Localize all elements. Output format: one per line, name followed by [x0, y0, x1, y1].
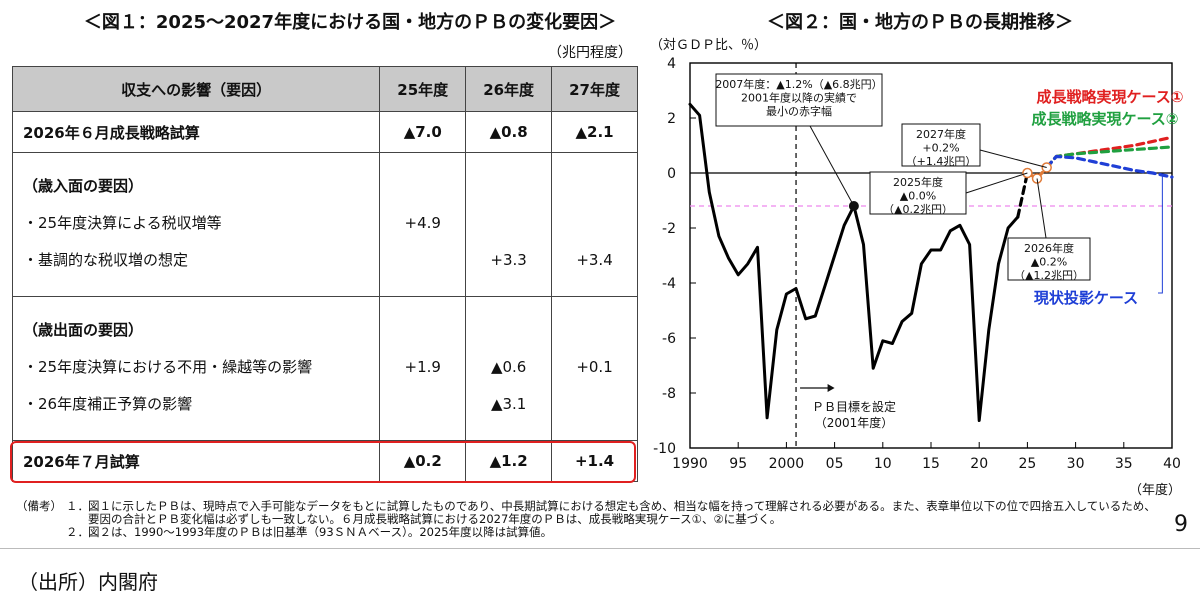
annotation-leader [809, 125, 855, 207]
annotation-text: （2001年度） [815, 415, 894, 430]
annotation-text: （▲0.2兆円） [883, 203, 953, 216]
cell-fy26: ▲0.8 [465, 111, 553, 153]
notes-tag: （備考） [16, 499, 62, 513]
cell-fy25: +4.9 [404, 213, 441, 232]
page-number: 9 [1174, 512, 1188, 537]
table-row-revenue-factors: （歳入面の要因） ・25年度決算による税収増等 ・基調的な税収増の想定 +4.9… [11, 152, 638, 297]
y-tick-label: -6 [662, 331, 676, 347]
y-tick-label: -10 [653, 441, 676, 457]
note-item: ２． 図２は、1990～1993年度のＰＢは旧基準（93ＳＮＡベース）。2025… [16, 526, 1166, 539]
cell-fy25: +1.9 [404, 357, 441, 376]
cell-fy27 [553, 385, 636, 422]
x-tick-label: 20 [970, 456, 988, 472]
figure1-title: ＜図１：2025～2027年度における国・地方のＰＢの変化要因＞ [83, 12, 617, 33]
figure2-title: ＜図２：国・地方のＰＢの長期推移＞ [767, 12, 1073, 33]
cell-fy26: ▲3.1 [490, 394, 527, 413]
annotation-text: 2026年度 [1024, 241, 1074, 255]
series-label: 成長戦略実現ケース① [1037, 88, 1184, 106]
expenditure-item-label: ・26年度補正予算の影響 [23, 395, 193, 413]
annotation-text: 2001年度以降の実績で [741, 91, 857, 105]
annotation-text: 2027年度 [916, 127, 966, 141]
annotation-text: 2007年度：▲1.2%（▲6.8兆円） [715, 77, 882, 91]
divider [0, 548, 1200, 549]
annotation-box [715, 73, 883, 127]
annotation-box [901, 123, 981, 167]
header-fy25: 25年度 [379, 66, 467, 112]
unit-label: （兆円程度） [548, 45, 632, 61]
cell-fy27: ▲2.1 [551, 111, 638, 153]
expenditure-item-label: ・25年度決算における不用・繰越等の影響 [23, 358, 313, 376]
x-tick-label: 30 [1067, 456, 1085, 472]
y-tick-label: 4 [667, 56, 676, 72]
y-tick-label: -8 [662, 386, 676, 402]
x-tick-label: 05 [826, 456, 844, 472]
header-fy27: 27年度 [551, 66, 638, 112]
y-axis-label: （対ＧＤＰ比、％） [650, 38, 767, 53]
cell-fy27: +3.4 [576, 250, 613, 269]
cell-fy26: ▲0.6 [490, 357, 527, 376]
series-line-estimate-link [1016, 171, 1029, 219]
header-fy26: 26年度 [465, 66, 553, 112]
table-row-july-estimate: 2026年７月試算 ▲0.2 ▲1.2 +1.4 [11, 440, 638, 482]
annotation-box [869, 171, 967, 215]
annotation-text: ＰＢ目標を設定 [812, 399, 896, 414]
annotation-text: ▲0.2% [1031, 256, 1067, 269]
cell-fy25: ▲0.2 [379, 440, 467, 482]
table-row-june-estimate: 2026年６月成長戦略試算 ▲7.0 ▲0.8 ▲2.1 [11, 111, 638, 153]
cell-fy26 [467, 204, 550, 241]
data-point-estimate [1022, 167, 1033, 179]
y-tick-label: -2 [662, 221, 676, 237]
revenue-item-label: ・基調的な税収増の想定 [23, 251, 189, 269]
highlight-frame [10, 441, 636, 483]
row-label: 2026年６月成長戦略試算 [11, 111, 381, 153]
x-tick-label: 25 [1018, 456, 1036, 472]
pb-factor-table: 収支への影響（要因） 25年度 26年度 27年度 2026年６月成長戦略試算 … [11, 66, 638, 482]
cell-fy27 [553, 204, 636, 241]
note-text: 図１に示したＰＢは、現時点で入手可能なデータをもとに試算したものであり、中長期試… [88, 499, 1156, 526]
annotation-text: 2025年度 [893, 175, 943, 189]
annotation-leader [979, 149, 1047, 168]
annotation-leader [1036, 178, 1047, 239]
revenue-item-label: ・25年度決算による税収増等 [23, 214, 222, 232]
cell-fy27: +0.1 [576, 357, 613, 376]
revenue-heading: （歳入面の要因） [23, 177, 144, 195]
header-factor: 収支への影響（要因） [11, 66, 381, 112]
note-item: （備考） １． 図１に示したＰＢは、現時点で入手可能なデータをもとに試算したもの… [16, 500, 1166, 526]
x-tick-label: 95 [729, 456, 747, 472]
x-tick-label: 2000 [769, 456, 805, 472]
y-tick-label: 0 [667, 166, 676, 182]
cell-fy25: ▲7.0 [379, 111, 467, 153]
y-tick-label: -4 [662, 276, 676, 292]
y-tick-label: 2 [667, 111, 676, 127]
x-tick-label: 40 [1163, 456, 1181, 472]
annotation-leader [965, 172, 1028, 194]
x-axis-label: （年度） [1129, 482, 1181, 498]
annotation-text: +0.2% [922, 142, 959, 155]
notes: （備考） １． 図１に示したＰＢは、現時点で入手可能なデータをもとに試算したもの… [16, 500, 1166, 539]
source-label: （出所）内閣府 [18, 570, 158, 594]
annotation-box [1007, 237, 1091, 281]
x-tick-label: 15 [922, 456, 940, 472]
x-tick-label: 1990 [672, 456, 708, 472]
target-arrow-head [827, 384, 835, 392]
row-label: 2026年７月試算 [11, 440, 381, 482]
annotation-text: 最小の赤字幅 [766, 104, 832, 118]
series-label: 現状投影ケース [1034, 289, 1138, 307]
annotation-text: ▲0.0% [900, 190, 936, 203]
annotation-text: （▲1.2兆円） [1014, 269, 1084, 282]
cell-fy25 [381, 241, 464, 278]
cell-fy25 [381, 385, 464, 422]
x-tick-label: 35 [1115, 456, 1133, 472]
expenditure-heading: （歳出面の要因） [23, 321, 144, 339]
series-label: 成長戦略実現ケース② [1032, 110, 1179, 128]
note-text: 図２は、1990～1993年度のＰＢは旧基準（93ＳＮＡベース）。2025年度以… [88, 525, 553, 539]
series-line [1045, 154, 1174, 179]
table-header-row: 収支への影響（要因） 25年度 26年度 27年度 [11, 66, 638, 112]
x-tick-label: 10 [874, 456, 892, 472]
series-label-connector [1158, 175, 1163, 294]
annotation-text: （+1.4兆円） [906, 155, 977, 168]
cell-fy26: +3.3 [490, 250, 527, 269]
table-row-expenditure-factors: （歳出面の要因） ・25年度決算における不用・繰越等の影響 ・26年度補正予算の… [11, 296, 638, 441]
